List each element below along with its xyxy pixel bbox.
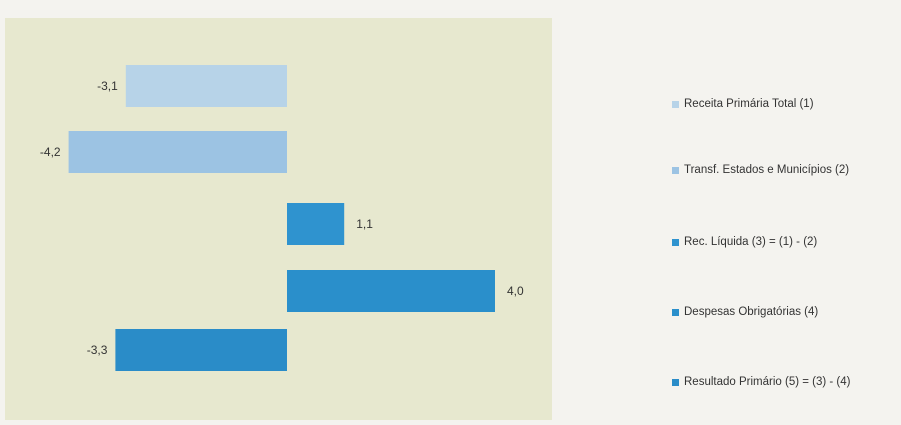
legend-item-receita: Receita Primária Total (1) (672, 96, 814, 112)
bar-resultado (115, 329, 288, 371)
legend-item-rec-liquida: Rec. Líquida (3) = (1) - (2) (672, 234, 817, 250)
data-label-transf: -4,2 (40, 145, 61, 159)
bar-receita (125, 65, 287, 107)
legend-label: Transf. Estados e Municípios (2) (684, 164, 850, 176)
bar-despesas (287, 270, 495, 312)
legend-swatch (672, 166, 679, 174)
legend-swatch (672, 238, 679, 246)
bar-transf (68, 131, 287, 173)
legend-item-transf: Transf. Estados e Municípios (2) (672, 162, 849, 178)
data-label-rec-liquida: 1,1 (356, 217, 373, 231)
bar-rec-liquida (287, 203, 345, 245)
legend-label: Rec. Líquida (3) = (1) - (2) (684, 236, 818, 248)
legend-label: Despesas Obrigatórias (4) (684, 306, 819, 318)
legend-swatch (672, 308, 679, 316)
legend-label: Receita Primária Total (1) (684, 98, 814, 110)
legend-item-despesas: Despesas Obrigatórias (4) (672, 304, 818, 320)
legend-swatch (672, 378, 679, 386)
bar-chart: -3,1 -4,2 1,1 4,0 -3,3 (40, 65, 524, 371)
data-label-resultado: -3,3 (87, 343, 108, 357)
plot-area: -3,1 -4,2 1,1 4,0 -3,3 (5, 18, 552, 420)
data-label-despesas: 4,0 (507, 284, 524, 298)
legend-swatch (672, 100, 679, 108)
legend-label: Resultado Primário (5) = (3) - (4) (684, 376, 851, 388)
data-label-receita: -3,1 (97, 79, 118, 93)
legend-item-resultado: Resultado Primário (5) = (3) - (4) (672, 374, 850, 390)
